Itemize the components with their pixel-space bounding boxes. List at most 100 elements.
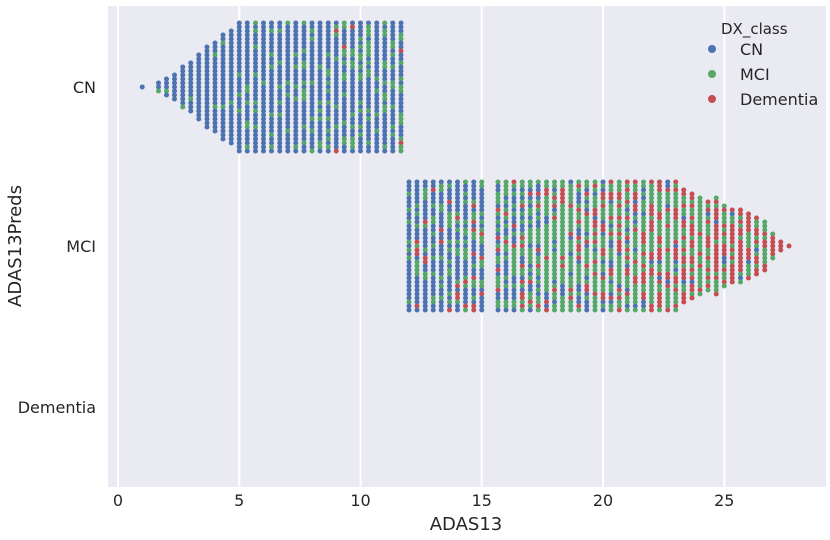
data-point [341,68,347,74]
data-point [649,255,654,261]
data-point [220,100,226,106]
legend-label: CN [740,40,763,59]
data-point [301,64,307,70]
data-point [770,231,776,237]
data-point [422,299,428,305]
data-point [592,271,598,277]
data-point [220,92,226,98]
data-point [681,243,687,249]
data-point [657,251,662,257]
data-point [236,20,242,26]
data-point [576,271,582,277]
data-point [390,124,396,130]
data-point [204,120,210,126]
data-point [471,243,477,249]
data-point [430,235,436,241]
data-point [657,215,662,221]
data-point [544,183,549,189]
data-point [544,295,549,301]
data-point [358,28,363,34]
data-point [479,179,485,185]
data-point [649,199,654,205]
data-point [253,140,258,146]
data-point [325,100,331,106]
data-point [713,291,719,297]
data-point [301,84,307,90]
data-point [438,183,444,189]
data-point [616,203,622,209]
data-point [220,124,226,130]
data-point [317,48,323,54]
data-point [665,215,671,221]
data-point [665,199,671,205]
data-point [422,275,428,281]
data-point [382,84,388,90]
data-point [479,191,485,197]
data-point [592,283,598,289]
data-point [713,267,719,273]
data-point [511,263,517,269]
data-point [414,223,420,229]
data-point [592,287,598,293]
data-point [414,303,420,309]
data-point [511,267,517,273]
data-point [608,303,614,309]
data-point [568,247,574,253]
data-point [584,199,590,205]
data-point [527,275,533,281]
data-point [552,187,557,193]
data-point [632,271,638,277]
data-point [414,207,420,213]
data-point [366,128,371,134]
data-point [253,88,258,94]
data-point [649,295,654,301]
data-point [632,295,638,301]
data-point [600,191,606,197]
data-point [721,247,727,253]
data-point [358,52,363,58]
data-point [479,267,485,273]
x-tick-labels: 0 5 10 15 20 25 [113,491,735,510]
data-point [552,227,557,233]
data-point [277,108,283,114]
data-point [632,191,638,197]
data-point [673,195,679,201]
data-point [657,227,662,233]
x-tick-label: 10 [350,491,370,510]
data-point [422,239,428,245]
data-point [544,247,549,253]
data-point [269,108,274,114]
data-point [552,239,557,245]
data-point [544,275,549,281]
data-point [358,32,363,38]
data-point [390,72,396,78]
data-point [455,191,460,197]
data-point [713,215,719,221]
data-point [244,132,250,138]
data-point [317,84,323,90]
data-point [261,144,266,150]
data-point [544,243,549,249]
data-point [665,267,671,273]
data-point [204,52,210,58]
data-point [624,263,630,269]
data-point [390,80,396,86]
x-tick-label: 25 [714,491,734,510]
data-point [568,215,574,221]
data-point [770,235,776,241]
data-point [438,295,444,301]
data-point [576,211,582,217]
data-point [552,199,557,205]
data-point [471,219,477,225]
data-point [754,239,759,245]
data-point [438,255,444,261]
data-point [560,271,565,277]
data-point [519,183,525,189]
data-point [269,88,274,94]
data-point [455,243,460,249]
data-point [503,191,509,197]
data-point [689,279,695,285]
data-point [196,112,202,118]
data-point [495,303,501,309]
data-point [261,48,266,54]
